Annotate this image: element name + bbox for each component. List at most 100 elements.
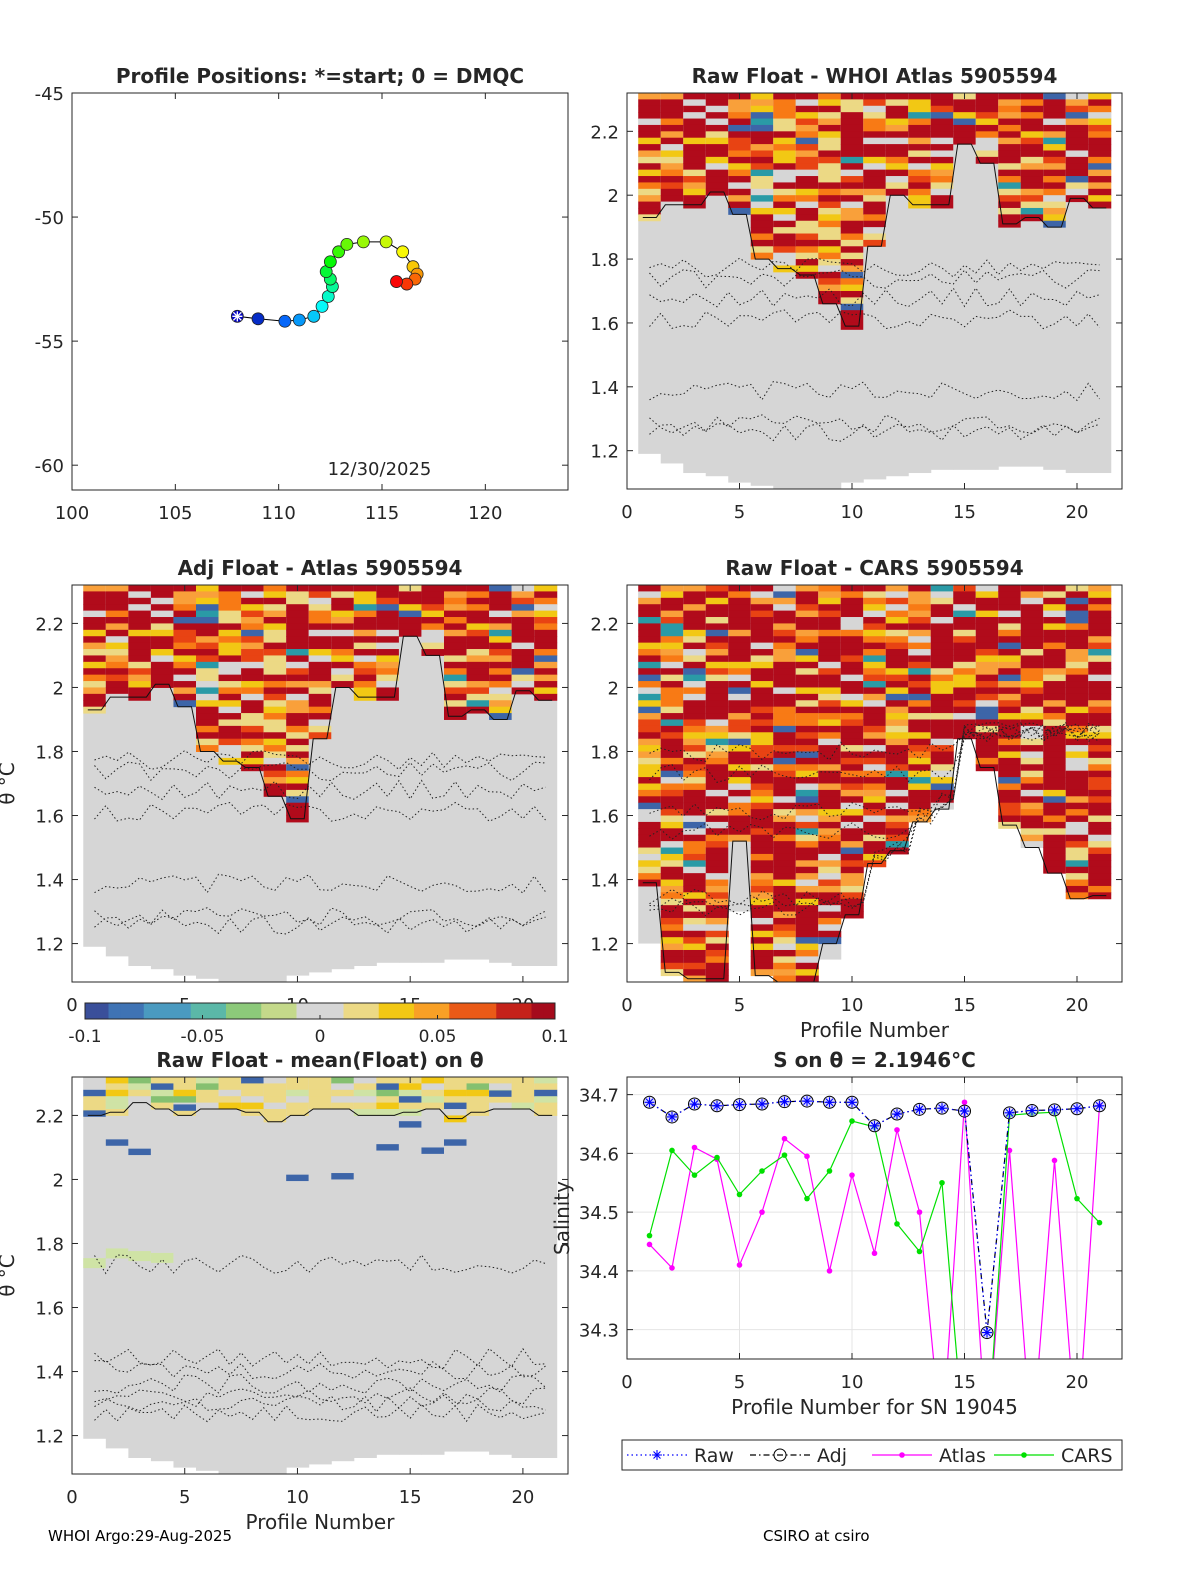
adj_atlas-cell (218, 706, 242, 714)
raw_cars-cell (840, 809, 864, 817)
adj_atlas-cell (308, 591, 332, 599)
raw_atlas-cell (1020, 182, 1044, 190)
raw_cars-cell (863, 661, 887, 669)
raw_cars-cell (885, 732, 909, 740)
raw_cars-cell (1043, 591, 1067, 599)
adj_atlas-cell (263, 751, 287, 759)
raw_cars-cell (1065, 649, 1089, 656)
raw_cars-cell (773, 949, 797, 957)
raw_cars-cell (1020, 700, 1044, 708)
raw_atlas-cell (638, 201, 662, 209)
raw_cars-cell (908, 655, 932, 663)
legend-label-adj: Adj (817, 1445, 847, 1467)
adj_atlas-cell (286, 674, 310, 682)
raw_atlas-cell (998, 188, 1022, 196)
raw_cars-cell (930, 681, 954, 688)
raw_cars-cell (1088, 732, 1112, 740)
raw_mean-cell (83, 1077, 107, 1084)
raw_cars-cell (818, 892, 842, 900)
raw_cars-cell (705, 617, 729, 624)
raw_cars-cell (683, 892, 707, 900)
adj_atlas-cell (489, 700, 513, 708)
raw_cars-cell (795, 597, 819, 605)
raw_cars-cell (705, 828, 729, 836)
raw_atlas-cell (728, 137, 752, 145)
salinity-point-cars (1074, 1195, 1080, 1202)
raw_mean-cell (466, 1096, 490, 1104)
raw_cars-cell (818, 732, 842, 740)
raw_cars-cell (908, 783, 932, 791)
raw_cars-cell (795, 911, 819, 919)
raw_cars-cell (818, 636, 842, 644)
raw_atlas-cell (1043, 137, 1067, 145)
raw_cars-cell (863, 681, 887, 688)
raw_cars-cell (1020, 789, 1044, 797)
raw_cars-cell (1088, 655, 1112, 663)
salinity-point-atlas (691, 1144, 698, 1151)
raw_atlas-cell (1065, 112, 1089, 120)
raw_cars-cell (998, 764, 1022, 772)
raw_cars-cell (750, 821, 774, 829)
raw_cars-cell (660, 873, 684, 881)
raw_cars-cell (1065, 860, 1089, 868)
raw_cars-cell (795, 783, 819, 791)
colorbar-segment (296, 1003, 309, 1019)
colorbar-segment (214, 1003, 227, 1019)
raw_atlas-cell (998, 112, 1022, 120)
raw_atlas-cell (818, 214, 842, 222)
raw_cars-cell (683, 937, 707, 945)
raw_cars-cell (930, 732, 954, 740)
raw_cars-cell (885, 687, 909, 695)
raw_cars-cell (930, 642, 954, 650)
adj_atlas-cell (331, 591, 355, 599)
adj_atlas-cell (83, 655, 107, 663)
raw_atlas-cell (1043, 169, 1067, 177)
adj_atlas-cell (331, 617, 355, 624)
adj_atlas-cell (218, 668, 242, 676)
raw_cars-cell (1043, 719, 1067, 727)
raw_atlas-cell (975, 93, 999, 100)
salinity-point-atlas (871, 1250, 878, 1257)
raw_cars-cell (1020, 585, 1044, 592)
raw_mean-cell (173, 1096, 197, 1104)
raw_cars-cell (795, 636, 819, 644)
raw_atlas-cell (840, 246, 864, 254)
adj_atlas-cell (398, 629, 422, 637)
raw_atlas-cell (773, 99, 797, 107)
raw_cars-cell (1065, 789, 1089, 797)
adj_atlas-cell (353, 687, 377, 695)
raw_mean-cell (83, 1258, 106, 1269)
raw_mean-cell (286, 1109, 310, 1116)
raw_cars-cell (660, 866, 684, 874)
raw_atlas-cell (638, 156, 662, 164)
raw_cars-cell (1043, 687, 1067, 695)
colorbar-segment (308, 1003, 321, 1019)
positions-point (396, 245, 410, 259)
raw_atlas-cell (795, 150, 819, 158)
raw_atlas-cell (705, 124, 729, 132)
raw_atlas-cell (908, 156, 932, 164)
raw_cars-cell (818, 706, 842, 714)
raw_cars-cell (840, 757, 864, 765)
adj_atlas-cell (218, 725, 242, 733)
raw_atlas-cell (1088, 176, 1112, 183)
adj_atlas-cell (511, 661, 535, 669)
adj_atlas-cell (263, 629, 287, 637)
raw_atlas-cell (750, 118, 774, 126)
raw_mean-title: Raw Float - mean(Float) on θ (156, 1048, 483, 1072)
raw_atlas-dotted-contour (649, 257, 1100, 442)
raw_cars-cell (885, 597, 909, 605)
adj_atlas-cell (286, 738, 310, 746)
raw_cars-cell (818, 713, 842, 720)
colorbar-tick-label: 0.05 (419, 1027, 457, 1047)
raw_atlas-cell (1043, 131, 1067, 139)
raw_cars-cell (660, 841, 684, 849)
adj_atlas-cell (421, 642, 445, 650)
raw_atlas-cell (885, 188, 909, 196)
raw_atlas-cell (818, 265, 842, 273)
adj_atlas-cell (263, 745, 287, 752)
raw_cars-cell (975, 745, 999, 752)
raw_cars-cell (1043, 693, 1067, 701)
raw_cars-cell (660, 815, 684, 823)
raw_mean-cell (105, 1248, 129, 1259)
